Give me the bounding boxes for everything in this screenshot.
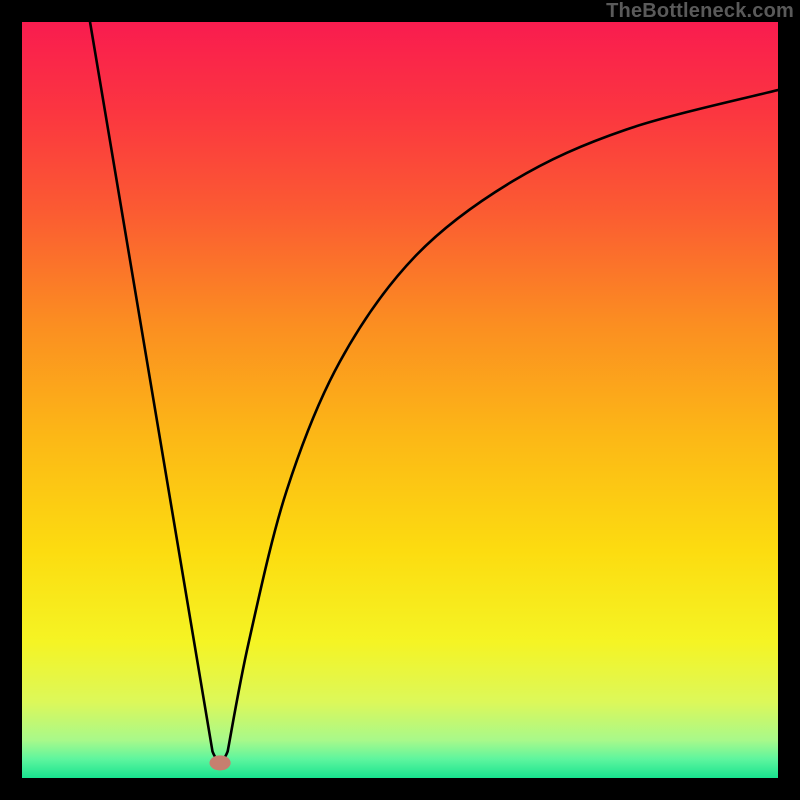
optimal-point-marker [209,755,230,770]
chart-container: TheBottleneck.com [0,0,800,800]
watermark-text: TheBottleneck.com [606,0,794,23]
chart-svg [0,0,800,800]
plot-area [22,22,778,778]
